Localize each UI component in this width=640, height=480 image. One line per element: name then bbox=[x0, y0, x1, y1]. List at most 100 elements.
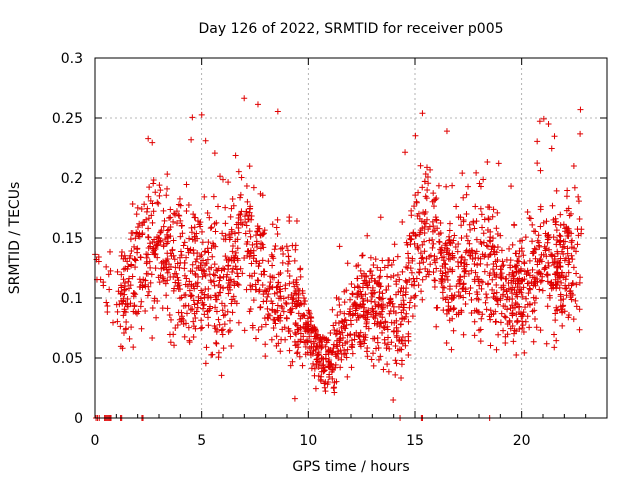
data-point bbox=[225, 179, 232, 186]
data-point bbox=[178, 222, 185, 229]
data-point bbox=[405, 330, 412, 337]
data-point bbox=[419, 276, 426, 283]
data-point bbox=[161, 217, 168, 224]
data-point bbox=[296, 353, 303, 360]
data-point bbox=[437, 268, 444, 275]
data-point bbox=[363, 320, 370, 327]
data-point bbox=[411, 303, 418, 310]
data-point bbox=[199, 289, 206, 296]
data-point bbox=[370, 314, 377, 321]
data-point bbox=[114, 318, 121, 325]
data-point bbox=[362, 315, 369, 322]
data-point bbox=[459, 285, 466, 292]
data-point bbox=[509, 241, 516, 248]
data-point bbox=[439, 284, 446, 291]
data-point bbox=[275, 271, 282, 278]
data-point bbox=[175, 309, 182, 316]
data-point bbox=[519, 322, 526, 329]
data-point bbox=[210, 193, 217, 200]
data-point bbox=[458, 222, 465, 229]
data-point bbox=[425, 271, 432, 278]
data-point bbox=[489, 276, 496, 283]
data-point bbox=[433, 304, 440, 311]
data-point bbox=[497, 297, 504, 304]
data-point bbox=[520, 309, 527, 316]
data-point bbox=[306, 333, 313, 340]
data-point bbox=[120, 312, 127, 319]
data-point bbox=[415, 282, 422, 289]
data-point bbox=[476, 180, 483, 187]
data-point bbox=[128, 324, 135, 331]
data-point bbox=[576, 326, 583, 333]
data-point bbox=[195, 218, 201, 225]
data-point bbox=[285, 253, 292, 260]
data-point bbox=[348, 337, 355, 344]
data-point bbox=[253, 238, 260, 245]
data-point bbox=[146, 288, 153, 295]
data-point bbox=[390, 272, 397, 279]
data-point bbox=[402, 313, 409, 320]
data-point bbox=[467, 226, 474, 233]
data-point bbox=[241, 255, 248, 262]
data-point bbox=[518, 248, 525, 255]
data-point bbox=[178, 313, 185, 320]
data-point bbox=[431, 253, 438, 260]
data-point bbox=[256, 288, 263, 295]
data-point bbox=[449, 254, 456, 261]
data-point bbox=[190, 318, 197, 325]
data-point bbox=[277, 288, 284, 295]
data-point bbox=[166, 266, 173, 273]
data-point bbox=[370, 262, 377, 269]
data-point bbox=[406, 304, 413, 311]
data-point bbox=[207, 225, 214, 232]
data-point bbox=[448, 346, 455, 353]
data-point bbox=[160, 265, 167, 272]
data-point bbox=[122, 265, 129, 272]
data-point bbox=[462, 288, 469, 295]
data-point bbox=[380, 324, 387, 331]
data-point bbox=[332, 331, 339, 338]
data-point bbox=[188, 224, 195, 231]
data-point bbox=[259, 281, 266, 288]
data-point bbox=[468, 309, 475, 316]
data-point bbox=[498, 247, 505, 254]
data-point bbox=[141, 218, 148, 225]
data-point bbox=[548, 251, 555, 258]
data-point bbox=[143, 251, 150, 258]
data-point bbox=[443, 128, 450, 135]
data-point bbox=[315, 349, 322, 356]
data-point bbox=[511, 304, 518, 311]
data-point bbox=[543, 253, 550, 260]
data-point bbox=[134, 310, 141, 317]
data-point bbox=[193, 230, 200, 237]
data-point bbox=[167, 224, 174, 231]
data-point bbox=[568, 252, 575, 259]
data-point bbox=[446, 220, 453, 227]
data-point bbox=[137, 254, 144, 261]
data-point bbox=[403, 264, 410, 271]
data-point bbox=[497, 232, 504, 239]
data-point bbox=[186, 235, 193, 242]
data-point bbox=[210, 242, 217, 249]
data-point bbox=[221, 266, 228, 273]
data-point bbox=[353, 305, 360, 312]
data-point bbox=[495, 331, 502, 338]
data-point bbox=[536, 118, 543, 125]
data-point bbox=[136, 220, 143, 227]
data-point bbox=[295, 297, 302, 304]
data-point bbox=[419, 254, 426, 261]
data-point bbox=[270, 325, 277, 332]
data-point bbox=[222, 232, 229, 239]
data-point bbox=[462, 268, 469, 275]
data-point bbox=[409, 257, 416, 264]
data-point bbox=[121, 279, 128, 286]
data-point bbox=[514, 276, 521, 283]
data-point bbox=[381, 325, 388, 332]
data-point bbox=[174, 322, 181, 329]
data-point bbox=[439, 276, 446, 283]
data-point bbox=[274, 230, 281, 237]
data-point bbox=[526, 285, 533, 292]
data-point bbox=[211, 150, 218, 157]
data-point bbox=[170, 210, 177, 217]
data-point bbox=[531, 274, 538, 281]
